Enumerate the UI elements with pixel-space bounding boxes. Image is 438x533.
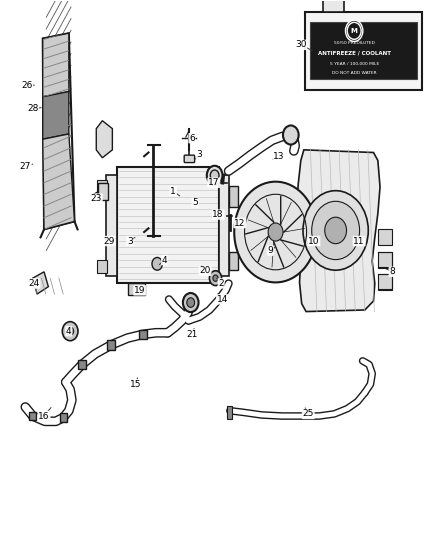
- Text: 26: 26: [21, 80, 32, 90]
- Text: 28: 28: [27, 104, 39, 113]
- Circle shape: [346, 20, 363, 42]
- Text: 30: 30: [295, 41, 307, 50]
- Bar: [229, 187, 238, 207]
- Circle shape: [209, 271, 222, 286]
- Text: 17: 17: [208, 178, 219, 187]
- Text: 18: 18: [212, 210, 224, 219]
- Circle shape: [187, 298, 194, 308]
- Text: 12: 12: [234, 219, 246, 228]
- Bar: [219, 175, 229, 276]
- Text: 9: 9: [268, 246, 273, 255]
- Bar: [323, 0, 344, 12]
- Bar: [305, 12, 422, 91]
- Bar: [139, 329, 147, 339]
- Polygon shape: [43, 92, 69, 139]
- Text: 20: 20: [199, 266, 211, 275]
- Text: 13: 13: [273, 152, 285, 161]
- Text: 8: 8: [389, 268, 395, 276]
- Bar: [229, 252, 238, 270]
- Bar: [97, 260, 107, 273]
- Text: 6: 6: [189, 134, 195, 143]
- Text: 4: 4: [66, 327, 72, 336]
- Text: 3: 3: [197, 150, 202, 159]
- Polygon shape: [297, 150, 380, 312]
- Circle shape: [312, 201, 360, 260]
- Polygon shape: [43, 33, 69, 97]
- Text: 11: 11: [353, 237, 365, 246]
- Polygon shape: [43, 134, 74, 229]
- Text: ANTIFREEZE / COOLANT: ANTIFREEZE / COOLANT: [318, 50, 391, 55]
- Bar: [106, 175, 117, 276]
- Circle shape: [283, 125, 299, 144]
- Text: 5 YEAR / 100,000 MILE: 5 YEAR / 100,000 MILE: [329, 62, 379, 66]
- Polygon shape: [96, 120, 113, 158]
- Circle shape: [347, 22, 361, 39]
- Bar: [227, 406, 232, 419]
- FancyBboxPatch shape: [184, 155, 194, 163]
- Circle shape: [325, 217, 346, 244]
- Circle shape: [213, 275, 218, 281]
- Text: 10: 10: [308, 237, 320, 246]
- Text: 14: 14: [217, 295, 228, 304]
- Bar: [378, 274, 392, 290]
- Bar: [98, 183, 108, 200]
- Circle shape: [207, 166, 223, 185]
- Text: 16: 16: [38, 411, 50, 421]
- Text: 2: 2: [219, 279, 224, 288]
- Bar: [378, 229, 392, 245]
- Bar: [78, 360, 86, 369]
- Circle shape: [183, 293, 198, 312]
- Text: 21: 21: [186, 330, 198, 339]
- Text: 15: 15: [130, 379, 141, 389]
- Text: 27: 27: [20, 163, 31, 171]
- Bar: [311, 21, 417, 79]
- Text: 50/50 PREDILUTED: 50/50 PREDILUTED: [334, 42, 374, 45]
- Bar: [127, 284, 145, 295]
- Circle shape: [210, 170, 219, 181]
- Text: 3: 3: [127, 237, 133, 246]
- Circle shape: [62, 321, 78, 341]
- Circle shape: [152, 257, 162, 270]
- Text: 4: 4: [162, 256, 167, 265]
- Text: 23: 23: [91, 194, 102, 203]
- Text: 25: 25: [303, 409, 314, 418]
- Text: 19: 19: [134, 286, 145, 295]
- Bar: [60, 414, 67, 422]
- Text: 24: 24: [28, 279, 40, 288]
- Bar: [97, 180, 107, 193]
- Text: DO NOT ADD WATER: DO NOT ADD WATER: [332, 71, 377, 75]
- Bar: [117, 167, 219, 284]
- Text: 1: 1: [170, 187, 176, 196]
- Circle shape: [67, 327, 74, 335]
- Text: 5: 5: [192, 198, 198, 207]
- Text: M: M: [351, 28, 357, 34]
- Circle shape: [234, 182, 317, 282]
- Bar: [107, 340, 115, 350]
- Circle shape: [303, 191, 368, 270]
- Bar: [378, 252, 392, 268]
- Bar: [117, 167, 219, 284]
- Circle shape: [268, 223, 283, 241]
- Bar: [29, 412, 36, 420]
- Text: 29: 29: [104, 237, 115, 246]
- Polygon shape: [33, 272, 48, 294]
